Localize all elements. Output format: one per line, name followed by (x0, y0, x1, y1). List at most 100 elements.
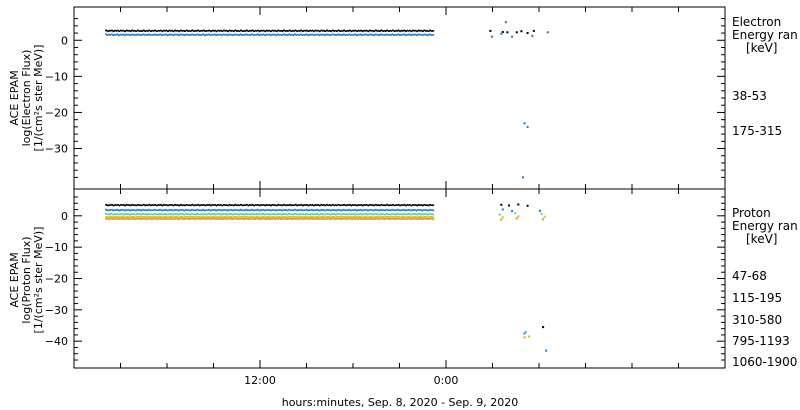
data-point (394, 204, 396, 207)
data-point (365, 215, 367, 218)
data-point (271, 213, 273, 215)
data-point (266, 218, 268, 220)
data-point (202, 208, 204, 211)
data-point (168, 216, 170, 218)
data-point (395, 30, 397, 32)
data-point (148, 29, 150, 31)
data-point (372, 30, 374, 32)
data-point (370, 204, 373, 206)
data-point (229, 217, 232, 219)
data-point (358, 217, 360, 220)
data-point (260, 209, 262, 211)
data-point (346, 216, 348, 219)
data-point (387, 34, 390, 36)
data-point (346, 204, 349, 206)
data-point (177, 34, 180, 36)
data-point (294, 29, 296, 32)
data-point (229, 209, 231, 211)
data-point (401, 204, 404, 206)
data-point (271, 216, 273, 218)
data-point (328, 218, 330, 220)
data-point (170, 209, 173, 211)
data-point (396, 209, 398, 211)
data-point (365, 30, 367, 32)
data-point (419, 215, 422, 218)
data-point (378, 216, 380, 218)
data-point (150, 218, 153, 221)
data-point (517, 203, 520, 206)
data-point (148, 33, 150, 35)
data-point (353, 209, 356, 211)
data-point (302, 204, 304, 207)
data-point (159, 208, 161, 211)
data-point (175, 217, 177, 219)
data-point (265, 218, 267, 220)
data-point (324, 34, 326, 37)
data-point (194, 34, 197, 36)
data-point (232, 218, 234, 220)
data-point (174, 213, 177, 215)
data-point (298, 34, 301, 36)
data-point (129, 34, 131, 36)
data-point (321, 217, 323, 220)
data-point (284, 215, 287, 218)
data-point (420, 29, 422, 32)
data-point (490, 35, 493, 38)
data-point (142, 218, 144, 220)
data-point (327, 213, 329, 215)
data-point (242, 34, 244, 36)
data-point (317, 209, 319, 211)
data-point (273, 34, 275, 36)
data-point (120, 34, 122, 36)
data-point (384, 204, 387, 207)
data-point (202, 33, 204, 35)
data-point (168, 33, 170, 36)
data-point (184, 209, 187, 211)
data-point (209, 34, 211, 36)
data-point (117, 29, 119, 32)
data-point (107, 205, 109, 207)
data-point (254, 213, 256, 216)
data-point (118, 213, 121, 215)
data-point (157, 34, 160, 36)
data-point (138, 213, 140, 215)
data-point (511, 35, 514, 38)
data-point (117, 216, 119, 219)
data-point (187, 30, 190, 32)
data-point (356, 30, 358, 33)
data-point (263, 218, 266, 220)
data-point (148, 213, 150, 215)
data-point (384, 30, 387, 32)
data-point (117, 34, 119, 36)
data-point (294, 213, 297, 215)
data-point (377, 216, 380, 219)
data-point (111, 208, 113, 211)
data-point (123, 210, 125, 212)
data-point (330, 216, 332, 218)
data-point (392, 29, 394, 31)
data-point (167, 30, 169, 33)
data-point (369, 218, 371, 220)
data-point (408, 33, 410, 36)
data-point (316, 204, 318, 206)
data-point (359, 34, 361, 36)
data-point (178, 216, 180, 218)
data-point (241, 213, 243, 215)
data-point (240, 203, 242, 206)
data-point (349, 203, 351, 206)
data-point (211, 213, 214, 216)
data-point (153, 218, 156, 220)
data-point (333, 30, 335, 32)
data-point (301, 218, 303, 220)
data-point (287, 218, 289, 220)
data-point (277, 209, 280, 211)
data-point (299, 30, 301, 32)
data-point (256, 216, 259, 218)
data-point (173, 30, 175, 33)
data-point (122, 204, 124, 206)
data-point (404, 34, 407, 37)
data-point (132, 204, 134, 206)
data-point (291, 34, 293, 36)
data-point (272, 29, 274, 32)
data-point (278, 209, 280, 211)
